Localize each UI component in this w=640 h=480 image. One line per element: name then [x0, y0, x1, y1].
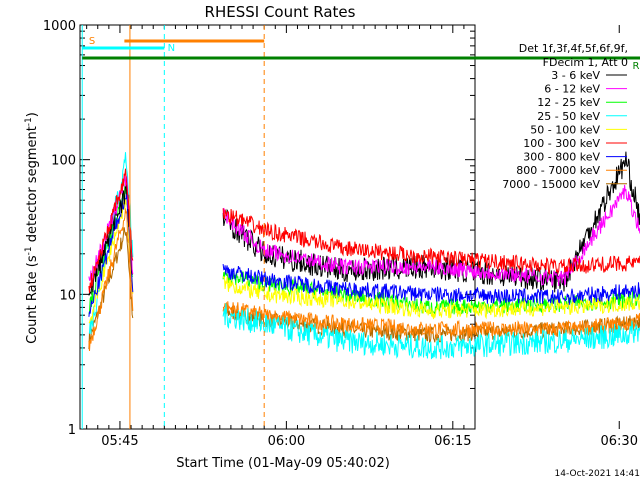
legend-header: FDecim 1, Att 0	[543, 56, 628, 69]
y-tick-label: 10	[59, 288, 76, 303]
series-line	[88, 192, 134, 317]
legend-label: 3 - 6 keV	[551, 69, 600, 82]
legend-label: 50 - 100 keV	[530, 123, 600, 136]
footer-date: 14-Oct-2021 14:41	[555, 469, 640, 479]
x-tick-label: 06:30	[601, 434, 638, 449]
y-axis-label: Count Rate (s-1 detector segment-1)	[24, 112, 40, 344]
legend-label: 25 - 50 keV	[537, 110, 600, 123]
x-tick-label: 06:00	[268, 434, 305, 449]
legend-label: 100 - 300 keV	[523, 137, 600, 150]
series-line	[222, 301, 640, 339]
legend-label: 7000 - 15000 keV	[502, 178, 600, 191]
series-line	[88, 227, 134, 350]
x-tick-label: 06:15	[434, 434, 471, 449]
legend-label: 6 - 12 keV	[544, 83, 600, 96]
legend-label: 300 - 800 keV	[523, 151, 600, 164]
y-tick-label: 100	[51, 154, 76, 169]
series-line	[222, 208, 640, 275]
x-tick-label: 05:45	[101, 434, 138, 449]
series-line	[222, 151, 640, 293]
y-tick-label: 1	[68, 423, 76, 438]
legend-label: 12 - 25 keV	[537, 96, 600, 109]
series-line	[222, 303, 640, 360]
x-axis-label: Start Time (01-May-09 05:40:02)	[176, 456, 390, 471]
legend-label: 800 - 7000 keV	[516, 164, 600, 177]
y-tick-label: 1000	[43, 19, 76, 34]
series-line	[88, 175, 134, 283]
plot-frame	[79, 24, 476, 430]
annotation-s: S	[89, 36, 95, 47]
annotation-n: N	[168, 43, 175, 54]
chart-title: RHESSI Count Rates	[205, 3, 356, 21]
series-line	[222, 264, 640, 305]
legend-header: Det 1f,3f,4f,5f,6f,9f,	[519, 42, 628, 55]
annotation-rd4: RD4	[633, 61, 640, 72]
series-line	[88, 168, 134, 293]
series-line	[88, 208, 134, 352]
series-line	[222, 184, 640, 287]
